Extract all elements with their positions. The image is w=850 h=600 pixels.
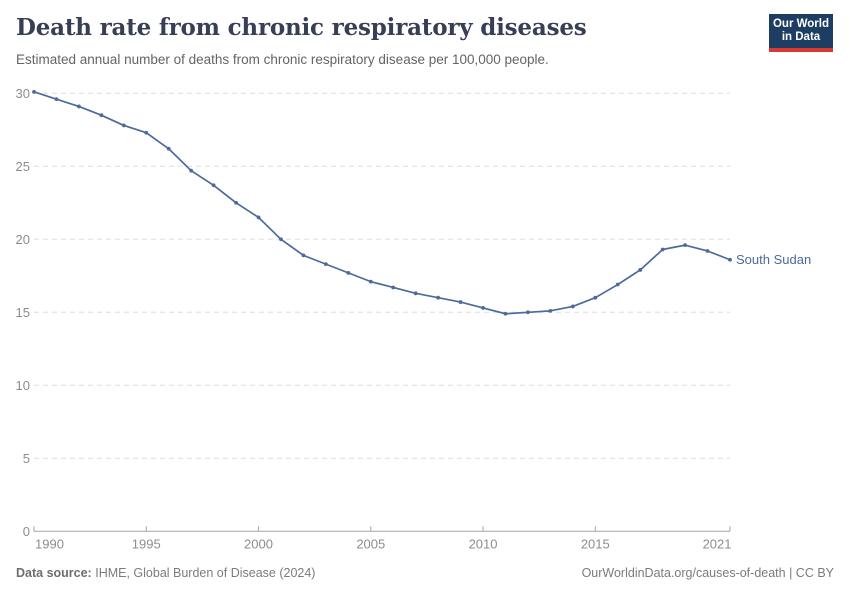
data-point[interactable] [323, 262, 328, 267]
data-point[interactable] [638, 268, 643, 272]
data-point[interactable] [189, 168, 194, 173]
owid-logo-line1: Our World [772, 18, 829, 30]
data-point[interactable] [458, 300, 463, 304]
data-point[interactable] [526, 310, 530, 315]
y-axis-tick-label: 25 [16, 159, 30, 174]
data-source-label: Data source: [16, 566, 92, 580]
data-point[interactable] [548, 308, 553, 313]
data-point[interactable] [368, 279, 373, 284]
data-point[interactable] [503, 311, 508, 316]
data-point[interactable] [436, 295, 441, 300]
owid-logo-line2: in Data [781, 31, 821, 43]
data-point[interactable] [256, 215, 261, 220]
series-end-label[interactable]: South Sudan [736, 252, 811, 267]
data-point[interactable] [570, 304, 575, 309]
y-axis-tick-label: 5 [23, 451, 30, 466]
x-axis-tick-label: 2010 [469, 536, 498, 551]
data-point[interactable] [121, 123, 126, 128]
x-axis-tick-label: 1990 [35, 536, 64, 551]
data-point[interactable] [660, 247, 665, 252]
data-point[interactable] [54, 97, 59, 102]
page-title: Death rate from chronic respiratory dise… [16, 14, 587, 41]
data-source-text: IHME, Global Burden of Disease (2024) [95, 566, 316, 580]
y-axis-tick-label: 15 [16, 305, 30, 320]
owid-logo[interactable]: Our World in Data [769, 14, 833, 52]
y-axis-tick-label: 0 [23, 524, 30, 539]
data-point[interactable] [77, 104, 81, 109]
data-point[interactable] [166, 146, 171, 151]
data-point[interactable] [234, 200, 238, 205]
x-axis-tick-label: 2015 [581, 536, 610, 551]
data-point[interactable] [593, 295, 598, 300]
series-line [33, 90, 731, 315]
chart-header: Death rate from chronic respiratory dise… [16, 14, 750, 68]
x-axis-tick-label: 1995 [132, 536, 161, 551]
y-axis-tick-label: 30 [16, 86, 30, 101]
x-axis-tick-label: 2000 [244, 536, 273, 551]
data-point[interactable] [301, 253, 306, 258]
chart-canvas[interactable]: 0 5 10 15 20 25 30 1990 1995 2000 2005 2010 2015 2021… [0, 80, 850, 558]
chart-subtitle: Estimated annual number of deaths from c… [16, 52, 549, 67]
x-axis-tick-label: 2005 [356, 536, 385, 551]
chart-footer: Data source: IHME, Global Burden of Dise… [16, 566, 834, 580]
data-point[interactable] [346, 270, 351, 275]
credit-link[interactable]: OurWorldinData.org/causes-of-death | CC … [581, 566, 834, 580]
data-point[interactable] [32, 89, 36, 94]
x-axis-tick-label: 2021 [703, 536, 732, 551]
data-source: Data source: IHME, Global Burden of Dise… [16, 566, 315, 580]
data-point[interactable] [413, 291, 418, 296]
data-point[interactable] [99, 113, 104, 118]
data-point[interactable] [211, 183, 216, 188]
y-axis-tick-label: 10 [16, 378, 30, 393]
data-point[interactable] [279, 237, 283, 242]
data-point[interactable] [481, 306, 485, 310]
data-point[interactable] [705, 249, 710, 253]
data-point[interactable] [683, 243, 687, 248]
data-point[interactable] [391, 285, 396, 290]
data-point[interactable] [144, 130, 149, 135]
data-point[interactable] [615, 282, 620, 287]
data-point[interactable] [728, 257, 732, 262]
y-axis-tick-label: 20 [16, 232, 30, 247]
